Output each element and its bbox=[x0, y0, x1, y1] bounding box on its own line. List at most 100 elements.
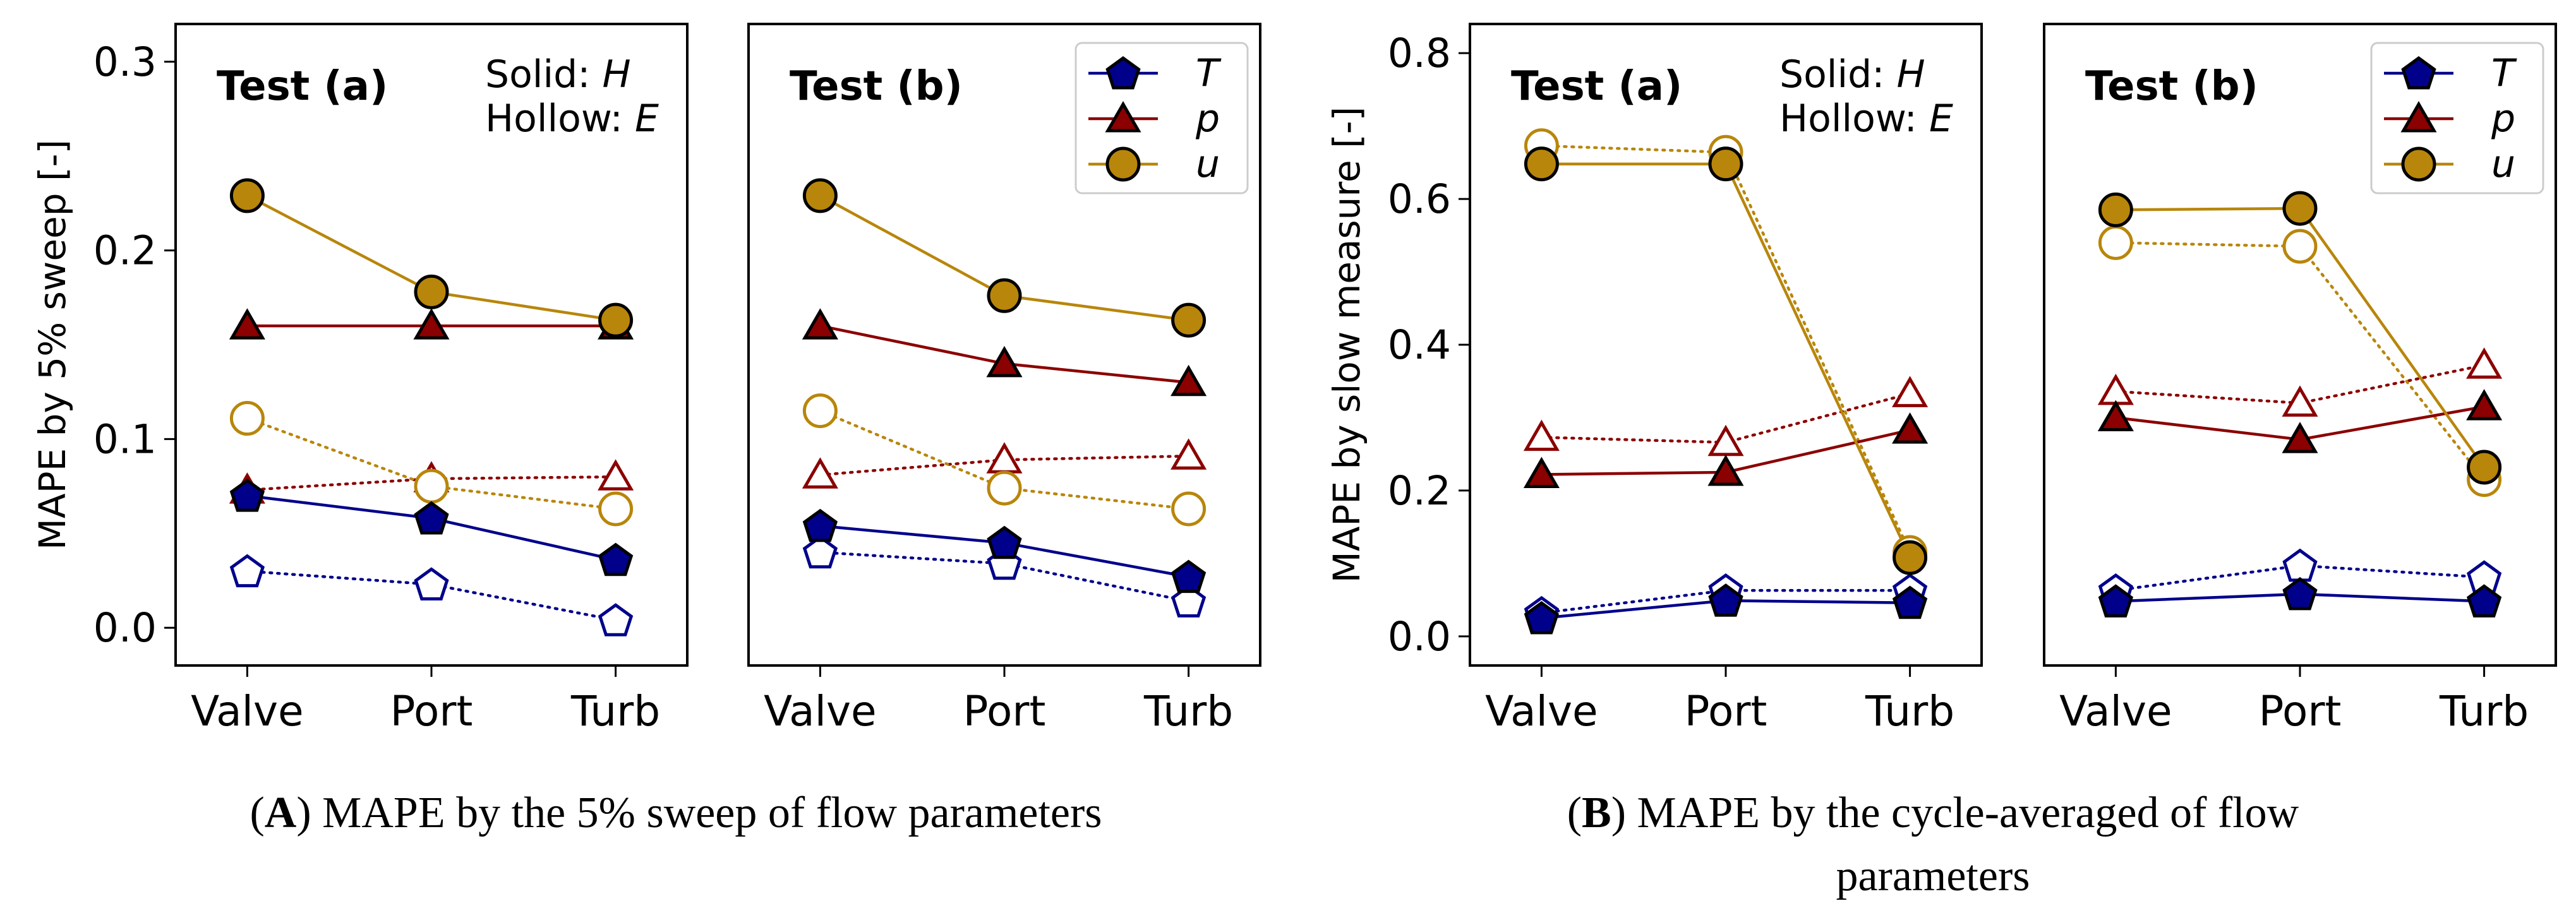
point-u-solid bbox=[414, 274, 449, 309]
point-u-solid bbox=[1524, 146, 1559, 182]
plot-frame bbox=[747, 23, 1261, 667]
legend: Tpu bbox=[1074, 42, 1249, 194]
note-solid: Solid: H bbox=[1779, 52, 1925, 97]
point-p-solid bbox=[802, 308, 838, 340]
chart-panel-B-a: 0.0 0.2 0.4 0.6 0.8 MAPE by slow measure [-] V… bbox=[1325, 23, 1983, 736]
point-p-hollow bbox=[598, 459, 634, 491]
point-p-solid bbox=[229, 308, 265, 340]
y-tick-label: 0.3 bbox=[93, 39, 157, 85]
note-hollow: Hollow: E bbox=[1779, 97, 1953, 141]
x-tick-label: Port bbox=[1685, 687, 1767, 736]
legend-pentagon-icon bbox=[1105, 56, 1141, 90]
legend: Tpu bbox=[2370, 42, 2544, 194]
plot-frame bbox=[2043, 23, 2557, 667]
point-p-hollow bbox=[1171, 438, 1207, 470]
panel-title: Test (a) bbox=[1511, 63, 1682, 110]
point-T-hollow bbox=[229, 554, 265, 588]
point-u-solid bbox=[1171, 302, 1207, 338]
x-tick-label: Port bbox=[2259, 687, 2342, 736]
point-T-solid bbox=[2466, 584, 2502, 618]
point-T-solid bbox=[802, 508, 838, 542]
point-p-solid bbox=[1523, 456, 1560, 488]
plot-frame bbox=[1469, 23, 1983, 667]
legend-label-p: p bbox=[1195, 97, 1220, 141]
point-T-solid bbox=[414, 501, 449, 535]
point-u-solid bbox=[802, 178, 838, 213]
point-T-solid bbox=[1171, 559, 1207, 594]
caption-a: (A) MAPE by the 5% sweep of flow paramet… bbox=[250, 789, 1102, 837]
legend-label-u: u bbox=[1196, 142, 1220, 186]
y-tick-label: 0.2 bbox=[1388, 468, 1451, 514]
point-T-solid bbox=[598, 542, 634, 576]
point-T-hollow bbox=[802, 535, 838, 569]
point-T-hollow bbox=[414, 567, 449, 600]
point-p-solid bbox=[1892, 412, 1929, 444]
point-u-hollow bbox=[2098, 225, 2133, 260]
point-p-hollow bbox=[986, 442, 1023, 474]
point-u-solid bbox=[598, 302, 634, 338]
y-tick-label: 0.6 bbox=[1388, 176, 1451, 222]
legend-circle-icon bbox=[2401, 146, 2436, 182]
x-tick-label: Turb bbox=[2439, 687, 2529, 736]
series-line-u-hollow bbox=[1540, 144, 1911, 554]
legend-label-p: p bbox=[2491, 97, 2515, 141]
y-axis-label: MAPE by slow measure [-] bbox=[1325, 107, 1368, 583]
legend-label-T: T bbox=[2491, 51, 2517, 95]
point-T-solid bbox=[1524, 600, 1560, 635]
point-u-solid bbox=[987, 278, 1022, 313]
point-p-hollow bbox=[2282, 385, 2318, 417]
point-T-solid bbox=[229, 479, 265, 512]
point-T-solid bbox=[987, 525, 1022, 559]
point-p-hollow bbox=[2097, 373, 2134, 405]
point-u-solid bbox=[2098, 192, 2133, 227]
legend-label-u: u bbox=[2491, 142, 2515, 186]
point-u-solid bbox=[1893, 540, 1928, 575]
point-p-hollow bbox=[2466, 347, 2503, 379]
x-tick-label: Port bbox=[963, 687, 1046, 736]
plot-frame bbox=[174, 23, 689, 667]
point-u-hollow bbox=[414, 468, 449, 504]
point-p-solid bbox=[986, 345, 1023, 378]
x-tick-label: Valve bbox=[764, 687, 876, 736]
legend-pentagon-icon bbox=[2401, 56, 2436, 90]
y-tick-label: 0.2 bbox=[93, 228, 157, 274]
panel-title: Test (b) bbox=[2085, 63, 2258, 110]
caption-b: (B) MAPE by the cycle-averaged of flow bbox=[1567, 789, 2299, 837]
point-T-hollow bbox=[1171, 584, 1207, 618]
point-u-hollow bbox=[987, 470, 1022, 506]
point-p-solid bbox=[2097, 400, 2134, 431]
point-u-hollow bbox=[1171, 491, 1207, 527]
x-tick-label: Turb bbox=[570, 687, 660, 736]
legend-circle-icon bbox=[1105, 146, 1141, 182]
y-axis-label: MAPE by 5% sweep [-] bbox=[31, 140, 74, 550]
point-u-hollow bbox=[598, 491, 634, 527]
point-p-solid bbox=[413, 308, 450, 340]
point-u-solid bbox=[2467, 450, 2502, 485]
point-u-hollow bbox=[2282, 229, 2318, 264]
point-p-solid bbox=[1171, 364, 1207, 397]
x-tick-label: Port bbox=[390, 687, 473, 736]
y-tick-label: 0.4 bbox=[1388, 322, 1451, 368]
chart-panel-A-a: 0.0 0.1 0.2 0.3 MAPE by 5% sweep [-] Valve Por… bbox=[31, 23, 689, 736]
x-tick-label: Turb bbox=[1143, 687, 1233, 736]
point-p-solid bbox=[2466, 389, 2503, 421]
x-tick-label: Valve bbox=[191, 687, 303, 736]
panel-title: Test (b) bbox=[790, 63, 963, 110]
point-u-hollow bbox=[229, 401, 265, 436]
legend-triangle-icon bbox=[2400, 100, 2437, 133]
legend-label-T: T bbox=[1196, 51, 1222, 95]
point-p-hollow bbox=[1892, 376, 1929, 407]
x-tick-label: Turb bbox=[1865, 687, 1954, 736]
point-p-hollow bbox=[802, 457, 838, 489]
point-u-hollow bbox=[802, 393, 838, 429]
y-tick-label: 0.0 bbox=[93, 605, 157, 651]
point-u-solid bbox=[2282, 191, 2318, 226]
point-p-solid bbox=[1707, 454, 1744, 486]
note-solid: Solid: H bbox=[485, 52, 631, 97]
chart-panel-B-b: Valve Port Turb Test (b) Tpu bbox=[2043, 23, 2557, 736]
point-u-solid bbox=[1708, 146, 1743, 182]
point-T-hollow bbox=[598, 603, 634, 636]
x-tick-label: Valve bbox=[1485, 687, 1598, 736]
point-T-solid bbox=[1708, 583, 1743, 617]
